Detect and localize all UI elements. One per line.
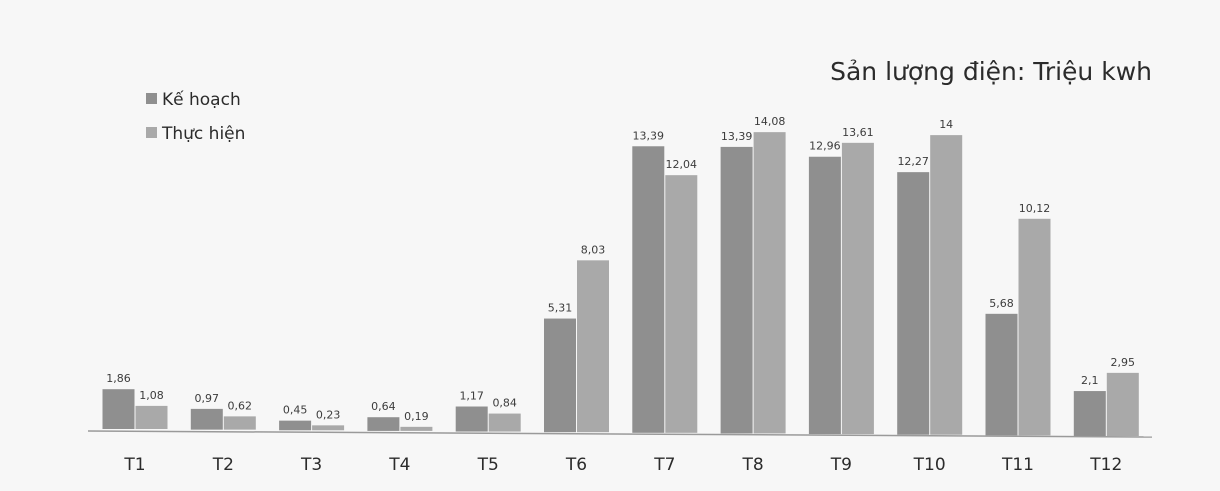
data-label-thuc-hien-t2: 0,62 <box>228 399 253 412</box>
bar-thuc-hien-t4 <box>400 426 433 431</box>
bar-thuc-hien-t12 <box>1106 372 1139 436</box>
bars-layer: 1,86 1,08 0,97 0,62 0,45 0,23 0,64 0,19 1,17 0,84… <box>102 115 1139 436</box>
x-tick-label-t4: T4 <box>388 455 410 475</box>
bar-ke-hoach-t9 <box>808 156 841 435</box>
legend-swatch-thuc-hien <box>146 127 157 138</box>
x-tick-label-t3: T3 <box>300 455 322 475</box>
x-tick-label-t10: T10 <box>913 455 946 475</box>
bar-thuc-hien-t11 <box>1018 218 1051 436</box>
data-label-ke-hoach-t9: 12,96 <box>809 140 841 153</box>
x-tick-label-t12: T12 <box>1089 455 1122 475</box>
data-label-ke-hoach-t11: 5,68 <box>989 297 1014 310</box>
data-label-ke-hoach-t6: 5,31 <box>548 302 573 315</box>
chart-title: Sản lượng điện: Triệu kwh <box>830 57 1152 86</box>
legend-label-thuc-hien: Thực hiện <box>161 124 245 144</box>
x-tick-labels: T1 T2 T3 T4 T5 T6 T7 T8 T9 T10 T11 T12 <box>123 455 1122 475</box>
x-tick-label-t7: T7 <box>653 455 675 475</box>
data-label-thuc-hien-t7: 12,04 <box>666 158 698 171</box>
bar-thuc-hien-t6 <box>577 260 609 433</box>
data-label-thuc-hien-t11: 10,12 <box>1019 202 1051 215</box>
data-label-thuc-hien-t6: 8,03 <box>581 243 606 256</box>
bar-thuc-hien-t8 <box>753 132 786 434</box>
data-label-ke-hoach-t3: 0,45 <box>283 404 308 417</box>
x-tick-label-t6: T6 <box>565 455 587 475</box>
bar-ke-hoach-t12 <box>1073 391 1106 436</box>
bar-thuc-hien-t10 <box>930 135 963 435</box>
x-tick-label-t2: T2 <box>212 455 234 475</box>
data-label-ke-hoach-t8: 13,39 <box>721 130 753 143</box>
x-axis-line <box>87 430 1153 438</box>
bar-thuc-hien-t1 <box>135 405 168 429</box>
x-tick-label-t9: T9 <box>830 455 852 475</box>
bar-ke-hoach-t1 <box>102 389 135 429</box>
data-label-ke-hoach-t2: 0,97 <box>195 392 220 405</box>
data-label-ke-hoach-t4: 0,64 <box>371 400 396 413</box>
data-label-ke-hoach-t12: 2,1 <box>1081 374 1099 387</box>
data-label-thuc-hien-t9: 13,61 <box>842 126 874 139</box>
bar-thuc-hien-t7 <box>665 175 698 433</box>
data-label-thuc-hien-t12: 2,95 <box>1111 356 1136 369</box>
bar-ke-hoach-t6 <box>544 318 576 433</box>
legend-swatch-ke-hoach <box>146 93 157 104</box>
data-label-ke-hoach-t1: 1,86 <box>106 372 131 385</box>
bar-thuc-hien-t3 <box>312 425 345 431</box>
data-label-thuc-hien-t3: 0,23 <box>316 408 341 421</box>
data-label-ke-hoach-t7: 13,39 <box>633 129 665 142</box>
data-label-thuc-hien-t1: 1,08 <box>139 389 164 402</box>
bar-ke-hoach-t8 <box>720 146 753 434</box>
data-label-thuc-hien-t10: 14 <box>939 118 953 131</box>
data-label-thuc-hien-t5: 0,84 <box>492 397 517 410</box>
bar-ke-hoach-t4 <box>367 417 400 431</box>
bar-ke-hoach-t3 <box>279 420 312 431</box>
x-tick-label-t1: T1 <box>123 455 145 475</box>
data-label-thuc-hien-t4: 0,19 <box>404 410 429 423</box>
bar-thuc-hien-t9 <box>841 142 874 435</box>
legend: Kế hoạch Thực hiện <box>146 89 245 144</box>
x-tick-label-t8: T8 <box>741 455 763 475</box>
legend-label-ke-hoach: Kế hoạch <box>162 89 241 110</box>
data-label-thuc-hien-t8: 14,08 <box>754 115 786 128</box>
bar-thuc-hien-t5 <box>488 413 521 432</box>
bar-ke-hoach-t2 <box>190 408 223 430</box>
x-tick-label-t11: T11 <box>1001 455 1034 475</box>
bar-ke-hoach-t10 <box>897 172 930 435</box>
bar-ke-hoach-t11 <box>985 313 1018 436</box>
bar-ke-hoach-t5 <box>455 406 488 432</box>
x-tick-label-t5: T5 <box>477 455 499 475</box>
bar-thuc-hien-t2 <box>223 416 256 430</box>
data-label-ke-hoach-t10: 12,27 <box>897 155 929 168</box>
bar-ke-hoach-t7 <box>632 146 665 433</box>
data-label-ke-hoach-t5: 1,17 <box>459 390 484 403</box>
